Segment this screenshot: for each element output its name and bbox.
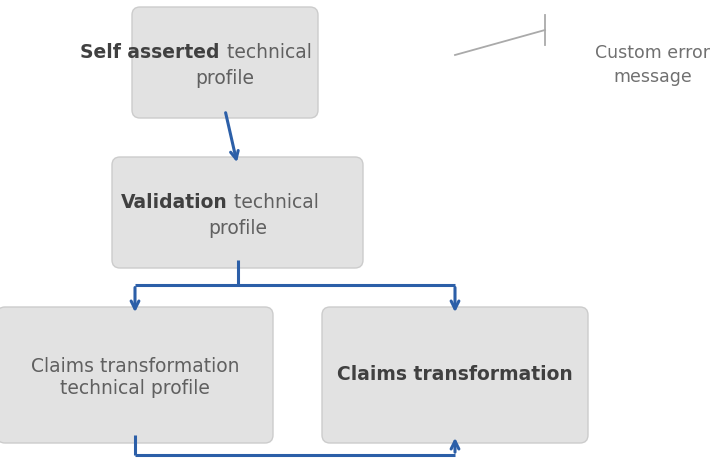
Text: Claims transformation: Claims transformation xyxy=(337,366,573,384)
Text: profile: profile xyxy=(196,69,254,88)
FancyBboxPatch shape xyxy=(0,307,273,443)
Text: technical: technical xyxy=(221,43,312,62)
FancyBboxPatch shape xyxy=(132,7,318,118)
Text: profile: profile xyxy=(208,219,267,238)
Text: technical profile: technical profile xyxy=(60,379,210,399)
Text: Validation: Validation xyxy=(121,193,228,212)
Text: Custom error
message: Custom error message xyxy=(595,44,710,86)
Text: Claims transformation: Claims transformation xyxy=(31,358,239,376)
FancyBboxPatch shape xyxy=(112,157,363,268)
Text: Self asserted: Self asserted xyxy=(81,43,220,62)
FancyBboxPatch shape xyxy=(322,307,588,443)
Text: technical: technical xyxy=(228,193,319,212)
